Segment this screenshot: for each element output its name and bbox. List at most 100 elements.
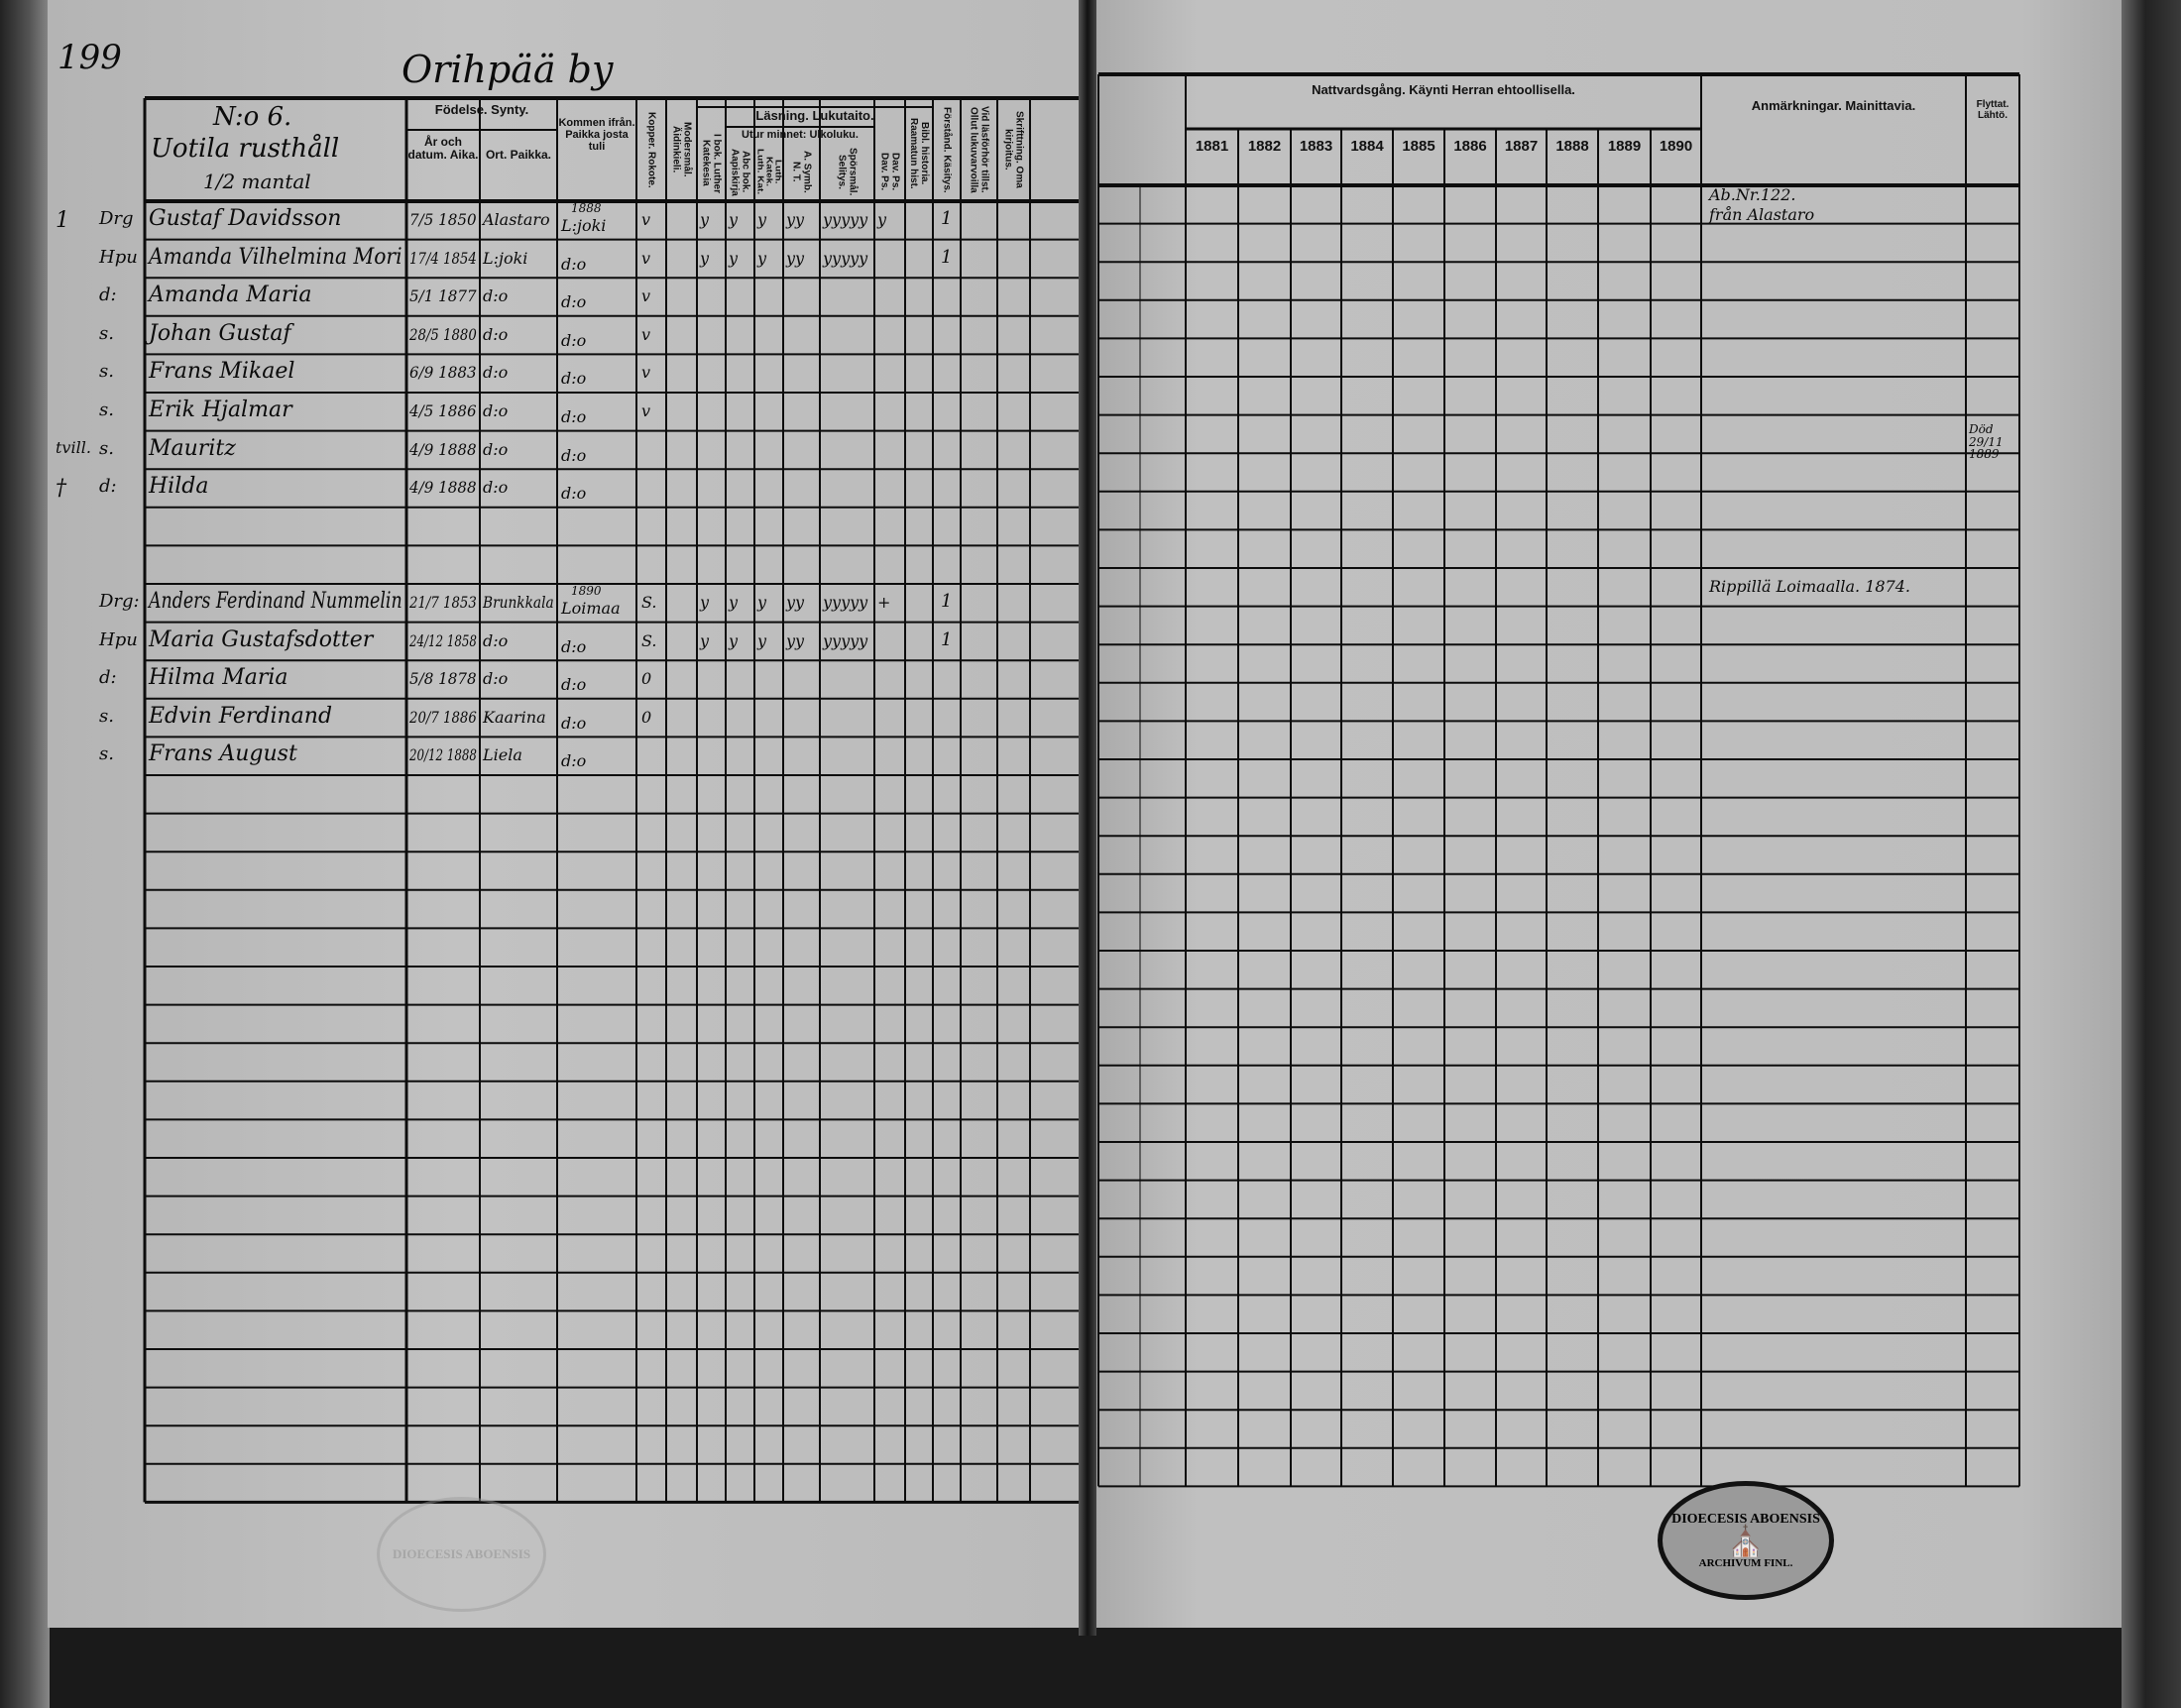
page-number: 199 — [57, 38, 122, 77]
margin-note: tvill. — [56, 437, 91, 457]
birth-place: Brunkkala — [483, 593, 554, 612]
remark-text: Rippillä Loimaalla. 1874. — [1709, 577, 1910, 596]
came-from: d:o — [561, 713, 587, 733]
header-lasning: Läsning. Lukutaito. — [755, 108, 874, 123]
header-ibok: I bok. Luther Katekesia — [700, 133, 723, 193]
understanding-mark: 1 — [941, 246, 953, 268]
church-icon: ⛪ — [1727, 1526, 1765, 1558]
household-role: d: — [99, 476, 117, 498]
reading-mark: y — [700, 593, 710, 612]
reading-mark: yy — [786, 210, 805, 229]
header-skrift: Skrifttning. Oma kirjoitus. — [1002, 111, 1025, 188]
header-year-1889: 1889 — [1607, 138, 1642, 155]
reading-mark: y — [757, 210, 767, 229]
birth-date: 6/9 1883 — [409, 363, 477, 383]
vaccination-mark: S. — [641, 593, 657, 612]
header-sporsmal: Spörsmål. Selitys. — [836, 148, 859, 196]
came-from: d:o — [561, 675, 587, 695]
person-name: Mauritz — [149, 435, 236, 461]
person-name: Amanda Vilhelmina Mori — [149, 244, 402, 270]
household-role: d: — [99, 667, 117, 689]
person-name: Amanda Maria — [149, 283, 312, 308]
header-year-1886: 1886 — [1453, 138, 1487, 155]
vaccination-mark: v — [641, 286, 651, 306]
came-from: Loimaa — [561, 599, 621, 618]
reading-mark: yy — [786, 248, 805, 268]
came-from: d:o — [561, 445, 587, 465]
birth-date: 4/9 1888 — [409, 478, 477, 498]
birth-date: 20/7 1886 — [409, 707, 477, 727]
reading-mark: y — [757, 593, 767, 612]
header-moved: Flyttat. Lähtö. — [1976, 99, 2009, 121]
birth-date: 4/9 1888 — [409, 439, 477, 459]
birth-place: Liela — [483, 745, 522, 765]
household-role: s. — [99, 322, 114, 344]
person-name: Hilma Maria — [149, 665, 288, 691]
came-from: d:o — [561, 751, 587, 771]
understanding-mark: 1 — [941, 208, 953, 229]
header-year-1887: 1887 — [1504, 138, 1539, 155]
birth-place: d:o — [483, 363, 509, 383]
birth-place: d:o — [483, 401, 509, 420]
birth-place: Kaarina — [483, 707, 546, 727]
reading-mark: y — [729, 248, 739, 268]
birth-date: 4/5 1886 — [409, 401, 477, 420]
household-role: s. — [99, 437, 114, 459]
moved-note: Död 29/11 1889 — [1969, 422, 2004, 462]
reading-mark: y — [729, 593, 739, 612]
vaccination-mark: v — [641, 324, 651, 344]
village-title: Orihpää by — [402, 48, 614, 91]
farm-number: N:o 6. — [213, 102, 292, 132]
person-name: Anders Ferdinand Nummelin — [149, 589, 402, 614]
header-abc: Abc bok. Aapiskirja — [729, 148, 751, 196]
header-year-1890: 1890 — [1659, 138, 1693, 155]
reading-mark: y — [757, 630, 767, 650]
header-year-1885: 1885 — [1402, 138, 1435, 155]
came-from-year: 1890 — [571, 584, 602, 598]
header-remarks: Anmärkningar. Mainittavia. — [1751, 98, 1916, 113]
header-bibl: Bibl. historia. Raamatun hist. — [908, 117, 930, 189]
person-name: Maria Gustafsdotter — [149, 626, 374, 652]
household-role: Hpu — [99, 628, 138, 650]
reading-mark: yyyyy — [823, 248, 868, 268]
person-name: Frans August — [149, 741, 297, 767]
birth-date: 5/1 1877 — [409, 286, 477, 306]
birth-place: d:o — [483, 286, 509, 306]
birth-place: d:o — [483, 669, 509, 689]
book-edge-left — [0, 0, 50, 1708]
birth-place: d:o — [483, 630, 509, 650]
birth-place: d:o — [483, 439, 509, 459]
header-came-from: Kommen ifrån. Paikka josta tuli — [558, 117, 635, 154]
household-role: d: — [99, 285, 117, 306]
margin-note: 1 — [56, 208, 69, 233]
came-from: L:joki — [561, 216, 607, 235]
vaccination-mark: v — [641, 401, 651, 420]
reading-mark: yyyyy — [823, 210, 868, 229]
right-page — [1094, 0, 2125, 1628]
faint-stamp: DIOECESIS ABOENSIS — [377, 1497, 546, 1612]
header-forstand: Förstånd. Käsitys. — [941, 106, 953, 193]
understanding-mark: 1 — [941, 628, 953, 650]
stamp-text-bottom: ARCHIVUM FINL. — [1698, 1557, 1793, 1569]
birth-date: 7/5 1850 — [409, 210, 477, 229]
came-from: d:o — [561, 292, 587, 312]
birth-place: d:o — [483, 324, 509, 344]
household-role: Drg: — [99, 591, 140, 612]
came-from: d:o — [561, 407, 587, 426]
household-role: Drg — [99, 208, 134, 229]
birth-date: 28/5 1880 — [409, 324, 477, 344]
birth-place: Alastaro — [483, 210, 550, 229]
vaccination-mark: 0 — [641, 669, 652, 689]
header-modersmal: Modersmål. Äidinkieli. — [670, 122, 693, 177]
reading-mark: yy — [786, 630, 805, 650]
came-from: d:o — [561, 369, 587, 389]
header-year-1881: 1881 — [1195, 138, 1229, 155]
household-role: Hpu — [99, 246, 138, 268]
farm-size: 1/2 mantal — [203, 170, 311, 193]
farm-name: Uotila rusthåll — [151, 134, 340, 164]
margin-note: † — [56, 476, 66, 502]
header-kopper: Kopper. Rokote. — [645, 111, 657, 188]
remark-text: från Alastaro — [1709, 205, 1815, 224]
person-name: Edvin Ferdinand — [149, 703, 333, 729]
reading-mark: + — [877, 593, 891, 612]
